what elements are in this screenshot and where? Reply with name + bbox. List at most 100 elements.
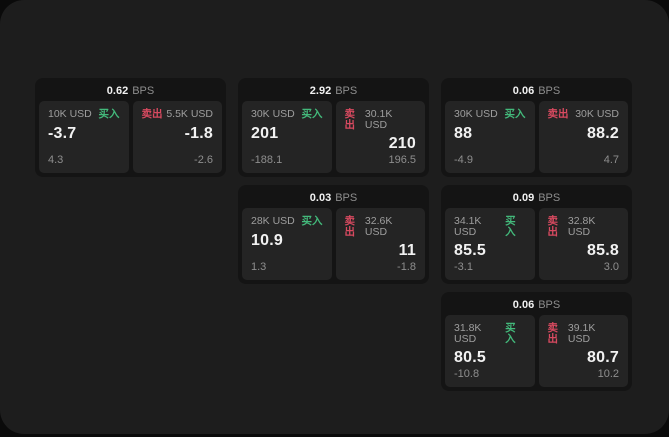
card-body: 28K USD 买入 10.9 1.3 卖出 32.6K USD 11 -1.8 — [242, 208, 425, 280]
sell-amount: 30.1K USD — [364, 108, 393, 131]
bps-value: 0.06 — [512, 85, 535, 97]
buy-amount: 31.8K USD — [454, 322, 482, 345]
buy-sub-value: -4.9 — [454, 154, 473, 166]
sell-amount: 39.1K USD — [567, 322, 596, 345]
sell-value: 88.2 — [587, 124, 619, 142]
card-body: 34.1K USD 买入 85.5 -3.1 卖出 32.8K USD 85.8… — [445, 208, 628, 280]
sell-panel[interactable]: 卖出 32.6K USD 11 -1.8 — [335, 208, 425, 280]
sell-panel-top: 卖出 30.1K USD — [345, 109, 417, 130]
sell-panel[interactable]: 卖出 5.5K USD -1.8 -2.6 — [132, 101, 222, 173]
sell-panel[interactable]: 卖出 30.1K USD 210 196.5 — [335, 101, 425, 173]
buy-panel-top: 30K USD 买入 — [454, 109, 526, 120]
sell-panel[interactable]: 卖出 30K USD 88.2 4.7 — [538, 101, 628, 173]
sell-label: 卖出 — [547, 108, 569, 120]
buy-panel-top: 10K USD 买入 — [48, 109, 120, 120]
price-card: 0.06 BPS 31.8K USD 买入 80.5 -10.8 卖出 39.1… — [441, 292, 632, 391]
sell-value: -1.8 — [184, 124, 213, 142]
buy-value: 80.5 — [454, 349, 486, 366]
bps-unit: BPS — [335, 192, 358, 204]
sell-amount: 5.5K USD — [166, 108, 213, 120]
price-card: 0.03 BPS 28K USD 买入 10.9 1.3 卖出 32.6K US… — [238, 185, 429, 284]
price-card: 0.06 BPS 30K USD 买入 88 -4.9 卖出 30K USD 8… — [441, 78, 632, 177]
buy-panel-top: 30K USD 买入 — [251, 109, 323, 120]
bps-unit: BPS — [538, 85, 561, 97]
card-header: 0.06 BPS — [445, 82, 628, 101]
buy-amount: 28K USD — [251, 215, 295, 227]
buy-value: 10.9 — [251, 231, 283, 249]
buy-panel-top: 31.8K USD 买入 — [454, 323, 526, 344]
bps-value: 2.92 — [309, 85, 332, 97]
card-header: 0.62 BPS — [39, 82, 222, 101]
cards-grid: 0.62 BPS 10K USD 买入 -3.7 4.3 卖出 5.5K USD… — [35, 78, 632, 391]
buy-panel[interactable]: 10K USD 买入 -3.7 4.3 — [39, 101, 129, 173]
buy-label: 买入 — [301, 108, 323, 120]
buy-label: 买入 — [505, 215, 516, 238]
card-body: 10K USD 买入 -3.7 4.3 卖出 5.5K USD -1.8 -2.… — [39, 101, 222, 173]
buy-label: 买入 — [504, 108, 526, 120]
sell-label: 卖出 — [344, 215, 356, 238]
sell-panel[interactable]: 卖出 39.1K USD 80.7 10.2 — [538, 315, 628, 387]
buy-label: 买入 — [98, 108, 120, 120]
buy-panel[interactable]: 31.8K USD 买入 80.5 -10.8 — [445, 315, 535, 387]
buy-sub-value: 4.3 — [48, 154, 64, 166]
card-header: 0.09 BPS — [445, 189, 628, 208]
card-header: 0.03 BPS — [242, 189, 425, 208]
sell-sub-value: 196.5 — [388, 154, 416, 166]
bps-unit: BPS — [132, 85, 155, 97]
sell-panel-top: 卖出 30K USD — [548, 109, 620, 120]
sell-amount: 32.6K USD — [364, 215, 393, 238]
buy-value: 201 — [251, 124, 279, 142]
sell-value: 210 — [388, 135, 416, 152]
buy-amount: 30K USD — [251, 108, 295, 120]
buy-amount: 30K USD — [454, 108, 498, 120]
card-body: 30K USD 买入 88 -4.9 卖出 30K USD 88.2 4.7 — [445, 101, 628, 173]
buy-panel-top: 28K USD 买入 — [251, 216, 323, 227]
buy-label: 买入 — [301, 215, 323, 227]
sell-value: 85.8 — [587, 242, 619, 259]
buy-panel[interactable]: 30K USD 买入 88 -4.9 — [445, 101, 535, 173]
buy-sub-value: 1.3 — [251, 261, 267, 273]
bps-value: 0.03 — [309, 192, 332, 204]
sell-sub-value: -2.6 — [194, 154, 213, 166]
bps-value: 0.06 — [512, 299, 535, 311]
buy-amount: 10K USD — [48, 108, 92, 120]
sell-value: 80.7 — [587, 349, 619, 366]
bps-unit: BPS — [335, 85, 358, 97]
buy-panel[interactable]: 30K USD 买入 201 -188.1 — [242, 101, 332, 173]
bps-unit: BPS — [538, 299, 561, 311]
sell-label: 卖出 — [547, 322, 559, 345]
buy-panel[interactable]: 28K USD 买入 10.9 1.3 — [242, 208, 332, 280]
sell-panel-top: 卖出 32.6K USD — [345, 216, 417, 237]
sell-panel[interactable]: 卖出 32.8K USD 85.8 3.0 — [538, 208, 628, 280]
bps-value: 0.62 — [106, 85, 129, 97]
buy-value: 85.5 — [454, 242, 486, 259]
sell-panel-top: 卖出 39.1K USD — [548, 323, 620, 344]
buy-sub-value: -188.1 — [251, 154, 283, 166]
buy-panel[interactable]: 34.1K USD 买入 85.5 -3.1 — [445, 208, 535, 280]
sell-value: 11 — [398, 242, 416, 259]
sell-sub-value: 10.2 — [597, 368, 619, 380]
sell-panel-top: 卖出 5.5K USD — [142, 109, 214, 120]
buy-panel-top: 34.1K USD 买入 — [454, 216, 526, 237]
price-card: 0.09 BPS 34.1K USD 买入 85.5 -3.1 卖出 32.8K… — [441, 185, 632, 284]
buy-value: -3.7 — [48, 124, 77, 142]
sell-sub-value: 4.7 — [603, 154, 619, 166]
sell-label: 卖出 — [547, 215, 559, 238]
sell-sub-value: -1.8 — [397, 261, 416, 273]
sell-sub-value: 3.0 — [603, 261, 619, 273]
price-card: 0.62 BPS 10K USD 买入 -3.7 4.3 卖出 5.5K USD… — [35, 78, 226, 177]
buy-label: 买入 — [505, 322, 516, 345]
sell-panel-top: 卖出 32.8K USD — [548, 216, 620, 237]
sell-amount: 32.8K USD — [567, 215, 596, 238]
card-header: 2.92 BPS — [242, 82, 425, 101]
buy-sub-value: -10.8 — [454, 368, 480, 380]
card-header: 0.06 BPS — [445, 296, 628, 315]
buy-value: 88 — [454, 124, 473, 142]
sell-amount: 30K USD — [575, 108, 619, 120]
price-card: 2.92 BPS 30K USD 买入 201 -188.1 卖出 30.1K … — [238, 78, 429, 177]
buy-sub-value: -3.1 — [454, 261, 473, 273]
card-body: 30K USD 买入 201 -188.1 卖出 30.1K USD 210 1… — [242, 101, 425, 173]
sell-label: 卖出 — [344, 108, 356, 131]
bps-unit: BPS — [538, 192, 561, 204]
